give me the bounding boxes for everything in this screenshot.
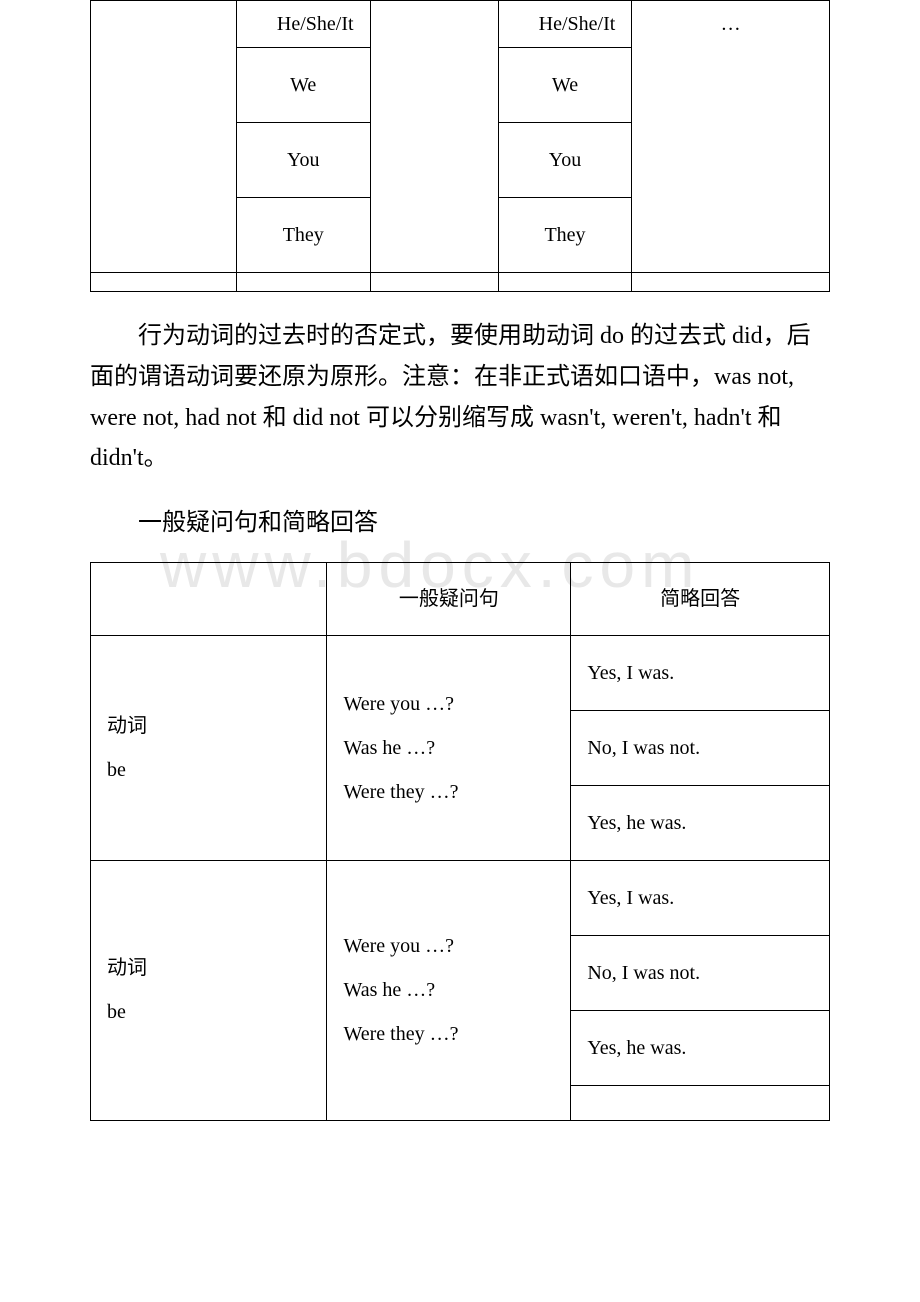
pronoun-table: He/She/It He/She/It … We We You You They… bbox=[90, 0, 830, 292]
table-row: 一般疑问句 简略回答 bbox=[91, 562, 830, 635]
question-text: Were you …? bbox=[343, 693, 454, 715]
question-text: Was he …? bbox=[343, 979, 435, 1001]
verb-be: be bbox=[107, 1001, 126, 1023]
question-text: Were they …? bbox=[343, 1023, 458, 1045]
answer-text: Yes, I was. bbox=[587, 662, 674, 684]
answer-text: No, I was not. bbox=[587, 737, 700, 759]
table-row: 动词 be Were you …? Was he …? Were they …?… bbox=[91, 635, 830, 710]
answer-text: Yes, I was. bbox=[587, 887, 674, 909]
section-heading: 一般疑问句和简略回答 bbox=[90, 503, 830, 544]
column-header: 一般疑问句 bbox=[399, 588, 499, 610]
question-text: Were they …? bbox=[343, 781, 458, 803]
pronoun-cell: We bbox=[290, 74, 316, 96]
pronoun-cell: You bbox=[287, 149, 319, 171]
pronoun-cell: You bbox=[549, 149, 581, 171]
ellipsis-cell: … bbox=[721, 13, 741, 35]
pronoun-cell: He/She/It bbox=[539, 13, 616, 35]
pronoun-cell: They bbox=[283, 224, 324, 246]
explanation-paragraph: 行为动词的过去时的否定式，要使用助动词 do 的过去式 did，后面的谓语动词要… bbox=[90, 316, 830, 479]
verb-label: 动词 bbox=[107, 715, 147, 737]
verb-label: 动词 bbox=[107, 957, 147, 979]
question-text: Were you …? bbox=[343, 935, 454, 957]
table-row: 动词 be Were you …? Was he …? Were they …?… bbox=[91, 860, 830, 935]
table-row: He/She/It He/She/It … bbox=[91, 1, 830, 48]
answer-text: No, I was not. bbox=[587, 962, 700, 984]
question-text: Was he …? bbox=[343, 737, 435, 759]
pronoun-cell: He/She/It bbox=[277, 13, 354, 35]
question-answer-table: 一般疑问句 简略回答 动词 be Were you …? Was he …? W… bbox=[90, 562, 830, 1121]
table-row bbox=[91, 273, 830, 292]
answer-text: Yes, he was. bbox=[587, 812, 686, 834]
pronoun-cell: They bbox=[544, 224, 585, 246]
column-header: 简略回答 bbox=[660, 588, 740, 610]
pronoun-cell: We bbox=[552, 74, 578, 96]
answer-text: Yes, he was. bbox=[587, 1037, 686, 1059]
verb-be: be bbox=[107, 759, 126, 781]
